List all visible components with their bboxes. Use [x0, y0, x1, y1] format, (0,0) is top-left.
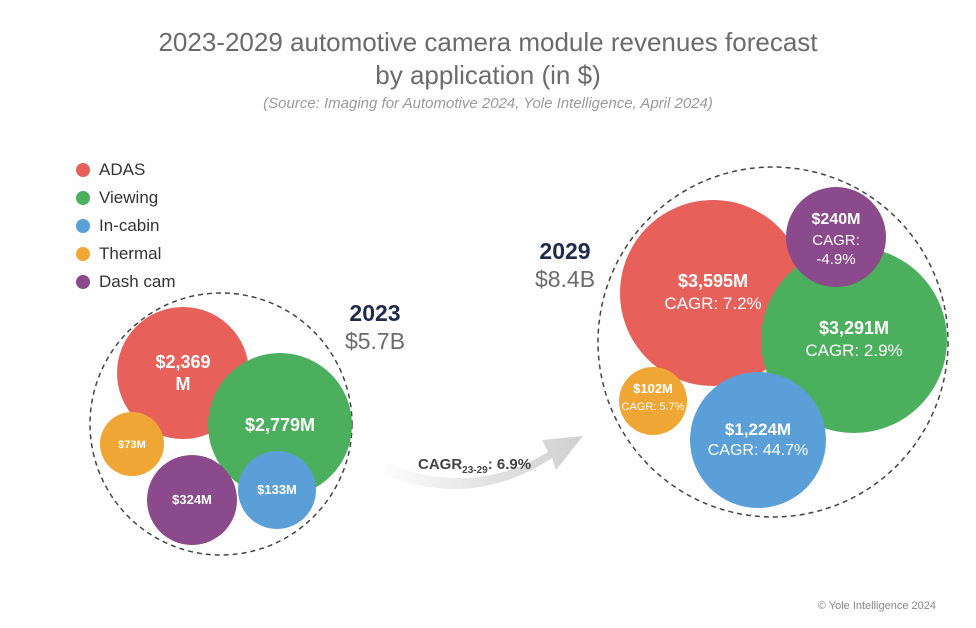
arrow-cagr-value: : 6.9% [488, 456, 531, 473]
outline-2029 [597, 166, 949, 518]
year-label-2029: 2029 [539, 238, 590, 264]
arrow-cagr-label: CAGR23-29: 6.9% [418, 456, 531, 476]
bubble-2029-viewing [761, 247, 947, 433]
cagr-2029-incabin: CAGR: 44.7% [708, 442, 808, 459]
legend-swatch-viewing [76, 191, 90, 205]
cagr-2029-thermal: CAGR: 5.7% [622, 401, 685, 413]
bubble-2029-dashcam [786, 187, 886, 287]
label-2029-dashcam: $240M [812, 211, 861, 228]
year-label-2023: 2023 [349, 300, 400, 326]
label-2029-incabin: $1,224M [725, 420, 791, 439]
legend-label-viewing: Viewing [99, 188, 159, 207]
cagr-2029-adas: CAGR: 7.2% [664, 294, 761, 313]
cagr-2029-dashcam-line1: CAGR: [812, 232, 860, 249]
growth-arrow [378, 436, 583, 490]
label-2023-thermal: $73M [118, 439, 146, 451]
label-2023-adas-part: M [176, 374, 191, 394]
legend-item-viewing: Viewing [76, 184, 176, 212]
legend-item-incabin: In-cabin [76, 212, 176, 240]
bubble-2023-incabin [238, 451, 316, 529]
legend-swatch-thermal [76, 247, 90, 261]
legend-label-thermal: Thermal [99, 244, 162, 263]
total-label-2023: $5.7B [345, 328, 405, 354]
legend-item-adas: ADAS [76, 156, 176, 184]
label-2023-viewing: $2,779M [245, 415, 315, 435]
legend-item-dashcam: Dash cam [76, 268, 176, 296]
copyright: © Yole Intelligence 2024 [817, 600, 936, 612]
bubble-2029-incabin [690, 372, 826, 508]
legend-label-adas: ADAS [99, 160, 146, 179]
title-line-1: 2023-2029 automotive camera module reven… [158, 27, 818, 57]
label-2023-incabin: $133M [257, 482, 297, 497]
label-2023-adas: $2,369 M [155, 352, 210, 394]
arrow-cagr-sub: 23-29 [462, 465, 488, 476]
total-label-2029: $8.4B [535, 266, 595, 292]
arrow-cagr-main: CAGR [418, 456, 462, 473]
legend-swatch-dashcam [76, 275, 90, 289]
title-line-2: by application (in $) [375, 60, 601, 90]
legend: ADAS Viewing In-cabin Thermal Dash cam [76, 156, 176, 296]
legend-label-incabin: In-cabin [99, 216, 160, 235]
bubble-2023-thermal [100, 412, 164, 476]
legend-item-thermal: Thermal [76, 240, 176, 268]
legend-swatch-incabin [76, 219, 90, 233]
label-2029-adas: $3,595M [678, 271, 748, 291]
cagr-2029-dashcam-line2: -4.9% [816, 251, 855, 268]
label-2023-adas-part: $2,369 [155, 352, 210, 372]
chart-source: (Source: Imaging for Automotive 2024, Yo… [263, 95, 713, 112]
label-2023-dashcam: $324M [172, 492, 212, 507]
bubble-2029-thermal [619, 367, 687, 435]
legend-label-dashcam: Dash cam [99, 272, 176, 291]
legend-swatch-adas [76, 163, 90, 177]
chart-title: 2023-2029 automotive camera module reven… [0, 26, 976, 92]
label-2029-thermal: $102M [633, 381, 673, 396]
bubble-2029-adas [620, 200, 806, 386]
cagr-2029-viewing: CAGR: 2.9% [805, 341, 902, 360]
bubble-2023-dashcam [147, 455, 237, 545]
outline-2023 [89, 292, 353, 556]
bubble-2023-viewing [208, 353, 352, 497]
label-2029-viewing: $3,291M [819, 318, 889, 338]
